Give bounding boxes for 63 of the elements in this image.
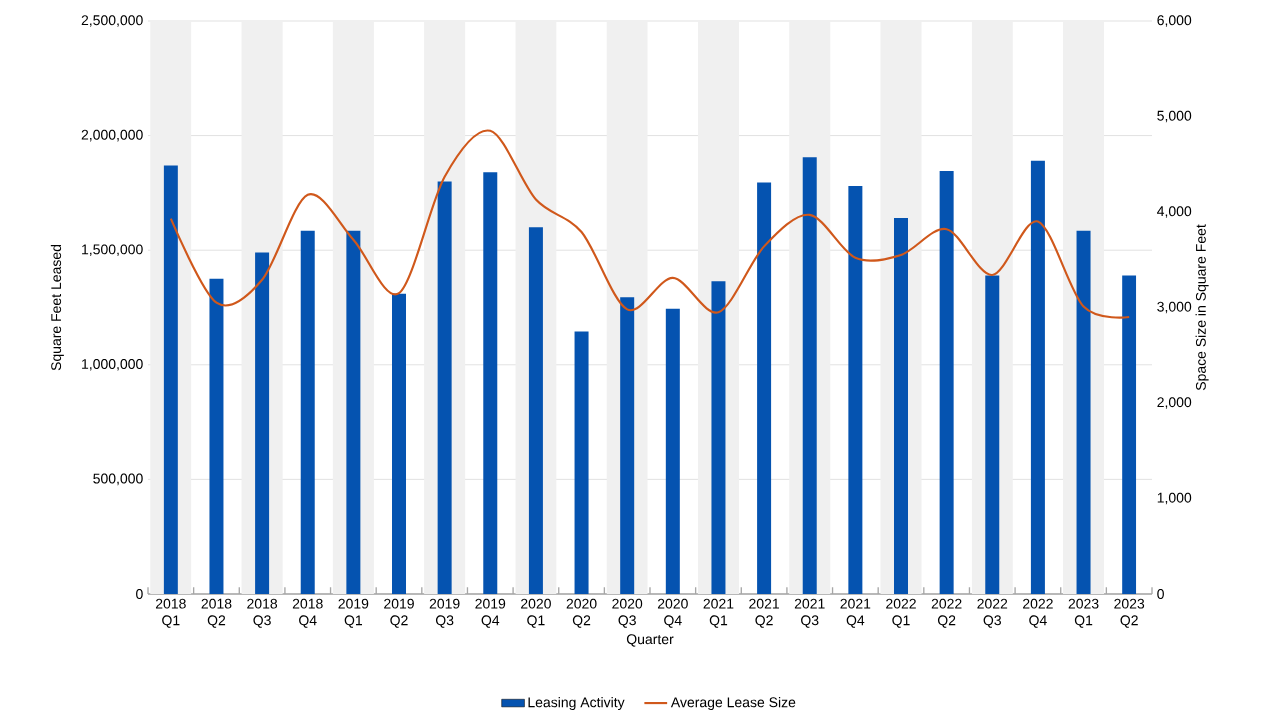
bar: [528, 227, 543, 594]
bar: [894, 218, 908, 594]
y-tick-label: 1,000,000: [82, 359, 143, 371]
bar: [209, 278, 224, 594]
x-tick-label: 2021 Q2: [749, 598, 779, 628]
line-series: [169, 129, 1131, 319]
y-tick-label: 0: [136, 589, 143, 599]
x-tick-label: 2019 Q4: [475, 598, 506, 628]
x-tick-label: 2023 Q2: [1114, 598, 1145, 628]
bar: [802, 157, 817, 594]
bar: [665, 308, 680, 594]
x-tick-label: 2020 Q2: [566, 598, 597, 628]
y2-tick-label: 3,000: [1157, 301, 1192, 314]
bar: [711, 281, 726, 594]
x-tick-label: 2020 Q1: [521, 598, 551, 628]
bar: [1076, 230, 1091, 594]
bar: [346, 230, 361, 594]
x-tick-label: 2018 Q3: [247, 598, 278, 628]
y-tick-label: 2,000,000: [81, 129, 143, 142]
x-tick-label: 2021 Q1: [703, 598, 734, 628]
bar: [392, 293, 406, 594]
x-tick-label: 2022 Q1: [886, 598, 916, 628]
x-tick-label: 2021 Q3: [794, 598, 825, 628]
y2-tick-label: 5,000: [1157, 110, 1192, 123]
x-tick-label: 2019 Q1: [338, 598, 369, 628]
bar: [1030, 160, 1045, 594]
x-tick-label: 2018 Q1: [155, 598, 186, 628]
y-tick-label: 2,500,000: [81, 15, 143, 27]
x-tick-label: 2020 Q3: [612, 598, 643, 628]
bar: [255, 252, 270, 594]
bar: [163, 165, 178, 594]
x-tick-label: 2021 Q4: [840, 598, 871, 628]
x-tick-label: 2018 Q2: [201, 598, 232, 628]
bar: [300, 230, 315, 594]
x-tick-label: 2019 Q3: [429, 598, 460, 628]
x-tick-label: 2019 Q2: [384, 598, 414, 628]
bar: [483, 172, 498, 594]
y-axis-title: Square Feet Leased: [50, 244, 64, 371]
bar: [939, 171, 954, 594]
x-tick-label: 2022 Q3: [977, 598, 1008, 628]
y-tick-label: 1,500,000: [82, 244, 143, 256]
bar: [620, 297, 635, 594]
bar: [1122, 275, 1137, 594]
bar: [757, 182, 772, 594]
legend-label: Average Lease Size: [670, 697, 796, 711]
y2-tick-label: 4,000: [1157, 206, 1192, 218]
x-axis-title: Quarter: [626, 634, 674, 647]
x-tick-label: 2018 Q4: [292, 598, 323, 628]
x-tick-label: 2022 Q4: [1023, 598, 1053, 628]
bar: [985, 275, 1000, 594]
y2-tick-label: 1,000: [1157, 492, 1192, 505]
x-tick-label: 2023 Q1: [1068, 598, 1099, 628]
y-tick-label: 500,000: [93, 473, 143, 486]
y2-tick-label: 6,000: [1157, 15, 1192, 27]
y2-tick-label: 2,000: [1157, 397, 1192, 409]
legend-label: Leasing Activity: [528, 697, 625, 711]
bar: [437, 181, 452, 594]
bar: [574, 331, 589, 594]
x-tick-label: 2020 Q4: [657, 598, 688, 628]
x-tick-label: 2022 Q2: [931, 598, 962, 628]
y2-axis-title: Space Size in Square Feet: [1195, 224, 1209, 391]
bar: [848, 186, 863, 594]
y2-tick-label: 0: [1157, 589, 1164, 599]
